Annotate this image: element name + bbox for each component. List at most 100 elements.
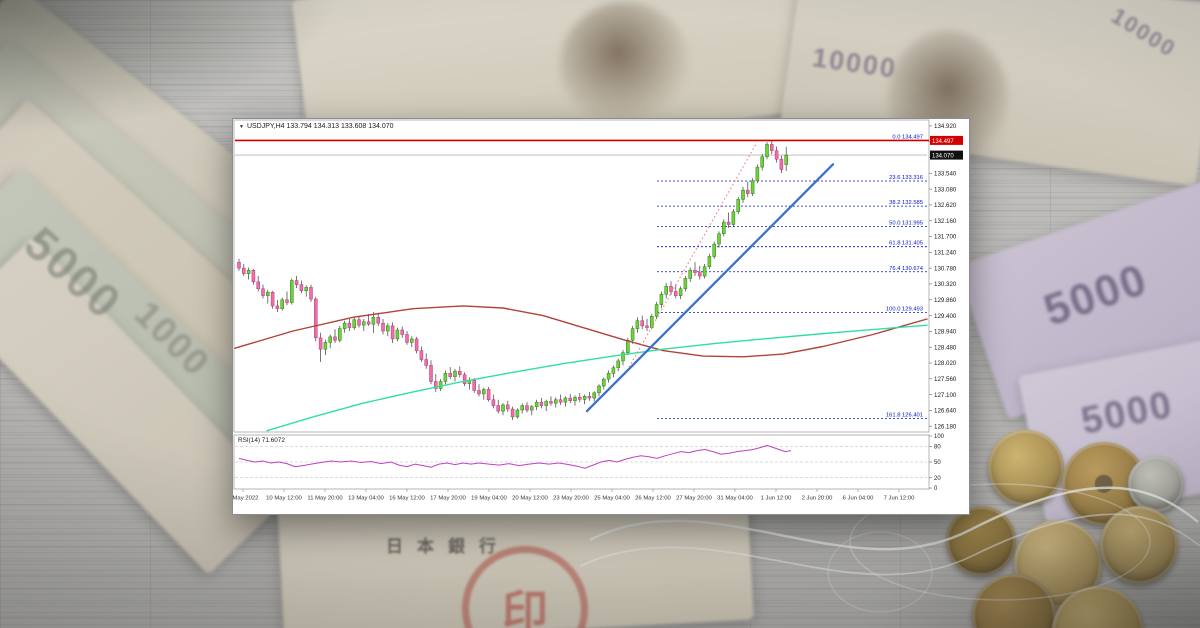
candle-body	[602, 378, 606, 387]
banknote-portrait-top	[560, 2, 690, 128]
price-axis-label: 129.400	[934, 313, 957, 320]
swirl-line-2	[580, 513, 1200, 576]
fib-level-label: 161.8 126.401	[886, 413, 923, 419]
mt4-chart-window: ▼ USDJPY,H4 133.794 134.313 133.608 134.0…	[228, 118, 970, 515]
time-axis-label: 17 May 20:00	[430, 496, 466, 502]
candle-body	[760, 156, 764, 168]
candles[interactable]	[237, 140, 788, 421]
candle-body	[702, 266, 707, 277]
candle-body	[558, 399, 563, 403]
bank-of-japan-text: 日本銀行	[386, 532, 510, 557]
candle-body	[549, 401, 553, 404]
time-axis-label: 11 May 20:00	[307, 496, 343, 502]
time-axis-label: 7 Jun 12:00	[884, 496, 916, 502]
candle-body	[486, 389, 491, 401]
candle-body	[328, 336, 332, 343]
candle-body	[736, 199, 740, 213]
time-axis-label: 10 May 12:00	[266, 496, 302, 502]
candle-body	[722, 221, 726, 235]
candle-body	[669, 286, 673, 292]
fib-level-label: 61.8 131.405	[889, 241, 923, 247]
candle-body	[659, 294, 664, 305]
price-axis-label: 130.780	[934, 265, 957, 272]
candle-body	[482, 389, 486, 395]
main-pane	[233, 119, 930, 433]
candle-body	[741, 189, 745, 200]
swirl-loop-1	[849, 483, 1151, 601]
candle-body	[410, 338, 414, 343]
candle-body	[280, 299, 284, 309]
candle-body	[573, 397, 577, 402]
ask-price-tag-text: 134.497	[932, 139, 954, 145]
candle-body	[242, 267, 246, 274]
candle-body	[688, 269, 692, 279]
candle-body	[539, 401, 544, 406]
price-axis-label: 130.320	[934, 281, 957, 288]
candle-body	[664, 286, 668, 295]
candle-body	[443, 373, 448, 382]
candle-body	[712, 243, 716, 257]
candle-body	[333, 336, 337, 341]
candle-body	[515, 409, 520, 418]
candle-body	[654, 304, 659, 317]
candle-body	[429, 365, 433, 382]
time-axis-label: 25 May 04:00	[594, 496, 630, 502]
candle-body	[520, 405, 524, 411]
price-axis-label: 133.540	[934, 170, 957, 177]
candle-body	[621, 352, 625, 362]
candle-body	[587, 396, 592, 399]
candle-body	[726, 221, 731, 225]
time-axis-label: 20 May 12:00	[512, 496, 548, 502]
price-axis[interactable]: 134.920134.460134.000133.540133.080132.6…	[929, 123, 957, 430]
seal-character: 印	[502, 576, 548, 628]
candle-body	[635, 320, 640, 329]
time-axis-label: 16 May 12:00	[389, 496, 425, 502]
coin-6	[1100, 506, 1178, 584]
fib-level-label: 0.0 134.497	[892, 134, 923, 140]
candle-body	[784, 154, 788, 165]
candle-body	[270, 291, 275, 307]
candle-body	[275, 305, 280, 309]
candle-body	[779, 158, 784, 170]
candle-body	[592, 392, 596, 399]
candle-body	[510, 408, 515, 418]
time-axis-label: 31 May 04:00	[717, 496, 753, 502]
last-price-tag-bg	[930, 150, 963, 160]
candle-body	[309, 287, 313, 300]
candle-body	[400, 329, 404, 335]
price-axis-label: 126.640	[934, 408, 957, 415]
ma-fast-line	[266, 324, 928, 432]
candle-body	[472, 379, 476, 391]
rsi-line	[238, 444, 792, 469]
candle-body	[390, 325, 395, 340]
candle-body	[501, 404, 505, 412]
price-axis-label: 131.700	[934, 234, 957, 241]
candle-body	[630, 328, 635, 341]
candle-body	[448, 373, 452, 377]
candle-body	[304, 287, 308, 292]
candle-body	[582, 396, 587, 400]
decorative-swirl-lines	[580, 483, 1200, 613]
fib-level-label: 76.4 130.674	[889, 266, 924, 272]
candle-body	[755, 166, 760, 182]
rsi-axis-label: 100	[934, 434, 945, 440]
candle-body	[371, 317, 376, 325]
candle-body	[342, 322, 347, 329]
time-axis[interactable]: 9 May 2022 10 May 12:00 11 May 20:00 13 May…	[228, 489, 916, 502]
candle-body	[338, 328, 342, 341]
candle-body	[318, 337, 323, 350]
candle-body	[477, 390, 481, 395]
candle-body	[674, 291, 678, 296]
trendline[interactable]	[585, 163, 835, 413]
price-chart[interactable]: 134.920134.460134.000133.540133.080132.6…	[228, 119, 969, 512]
candle-body	[323, 342, 328, 350]
price-axis-label: 134.920	[934, 123, 957, 130]
chart-title: ▼ USDJPY,H4 133.794 134.313 133.608 134.0…	[239, 123, 394, 130]
candle-body	[261, 288, 265, 296]
candle-body	[750, 180, 755, 194]
symbol-dropdown-icon[interactable]: ▼	[239, 124, 244, 130]
candle-body	[568, 397, 572, 402]
chart-title-text: USDJPY,H4 133.794 134.313 133.608 134.07…	[246, 123, 394, 130]
price-axis-label: 127.100	[934, 392, 957, 399]
candle-body	[707, 256, 712, 268]
